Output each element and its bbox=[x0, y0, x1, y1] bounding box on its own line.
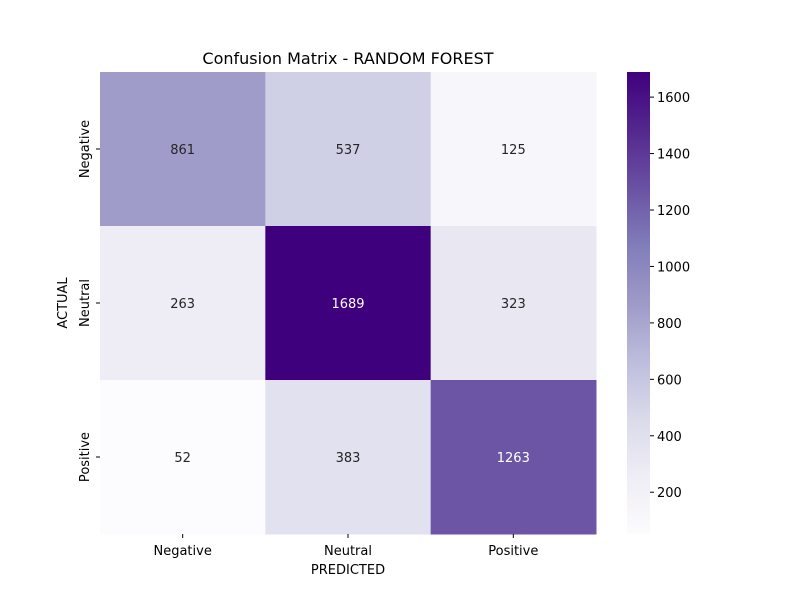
colorbar bbox=[627, 72, 650, 534]
x-tick-label: Neutral bbox=[324, 544, 372, 559]
colorbar-tick-label: 800 bbox=[657, 317, 682, 332]
cell-value-label: 323 bbox=[501, 297, 526, 312]
cell-value-label: 125 bbox=[501, 143, 526, 158]
y-tick-label: Positive bbox=[78, 432, 93, 482]
chart-title: Confusion Matrix - RANDOM FOREST bbox=[202, 49, 493, 68]
x-axis-label: PREDICTED bbox=[311, 563, 385, 578]
colorbar-tick-label: 1200 bbox=[657, 204, 690, 219]
x-tick-label: Positive bbox=[488, 544, 538, 559]
y-tick-label: Negative bbox=[78, 120, 93, 178]
y-axis-label: ACTUAL bbox=[56, 277, 71, 329]
x-axis-ticks: Negative Neutral Positive bbox=[153, 534, 538, 559]
colorbar-tick-label: 1000 bbox=[657, 260, 690, 275]
cell-value-label: 1263 bbox=[497, 451, 530, 466]
cell-value-label: 383 bbox=[336, 451, 361, 466]
colorbar-tick-label: 200 bbox=[657, 486, 682, 501]
heatmap-cell bbox=[265, 380, 432, 535]
y-tick-label: Neutral bbox=[78, 279, 93, 327]
x-tick-label: Negative bbox=[153, 544, 211, 559]
heatmap-cell bbox=[430, 380, 597, 535]
heatmap-cells bbox=[100, 72, 597, 535]
heatmap-cell bbox=[265, 72, 432, 227]
heatmap-cell bbox=[265, 226, 432, 381]
cell-value-label: 52 bbox=[174, 451, 191, 466]
colorbar-ticks: 200 400 600 800 1000 1200 1400 1600 bbox=[650, 91, 690, 501]
cell-value-label: 537 bbox=[336, 143, 361, 158]
colorbar-tick-label: 1600 bbox=[657, 91, 690, 106]
heatmap-cell bbox=[100, 226, 266, 381]
heatmap-cell bbox=[100, 380, 266, 535]
heatmap-cell-labels: 861 537 125 263 1689 323 52 383 1263 bbox=[170, 143, 530, 466]
y-axis-ticks: Negative Neutral Positive bbox=[78, 120, 100, 482]
cell-value-label: 1689 bbox=[331, 297, 364, 312]
colorbar-tick-label: 1400 bbox=[657, 148, 690, 163]
cell-value-label: 263 bbox=[170, 297, 195, 312]
heatmap-cell bbox=[100, 72, 266, 227]
colorbar-tick-label: 600 bbox=[657, 373, 682, 388]
heatmap-cell bbox=[430, 72, 597, 227]
heatmap-cell bbox=[430, 226, 597, 381]
cell-value-label: 861 bbox=[170, 143, 195, 158]
colorbar-tick-label: 400 bbox=[657, 430, 682, 445]
